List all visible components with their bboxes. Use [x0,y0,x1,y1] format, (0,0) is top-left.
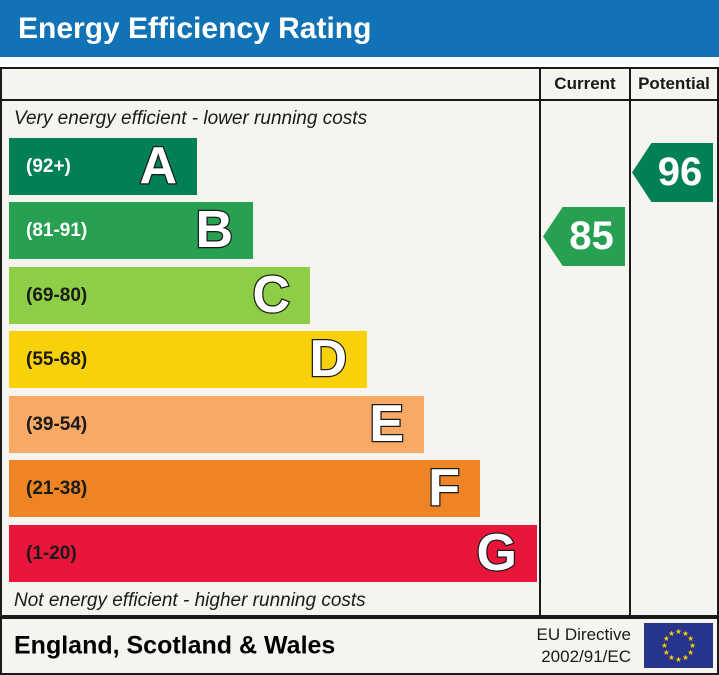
potential-rating-arrow: 96 [632,143,713,202]
svg-text:★: ★ [682,629,689,638]
bottom-note: Not energy efficient - higher running co… [14,590,366,611]
footer-bar: England, Scotland & Wales EU Directive 2… [0,617,719,675]
svg-text:★: ★ [663,634,670,643]
band-f: (21-38) F [9,458,480,518]
eu-flag-field [644,623,713,668]
band-b: (81-91) B [9,200,253,260]
band-f-letter: F [427,458,461,518]
rating-chart: Current Potential Very energy efficient … [0,67,719,617]
band-e: (39-54) E [9,394,424,454]
eu-flag-icon: ★ ★ ★ ★ ★ ★ ★ ★ ★ ★ ★ ★ [644,623,713,668]
band-c-range: (69-80) [26,284,88,306]
band-e-range: (39-54) [26,413,88,435]
band-g: (1-20) G [9,523,537,583]
svg-text:★: ★ [668,629,675,638]
band-a-range: (92+) [26,155,71,177]
svg-text:★: ★ [668,653,675,662]
svg-text:★: ★ [687,634,694,643]
eu-directive-label: EU Directive 2002/91/EC [537,624,631,668]
potential-rating-value: 96 [657,150,703,194]
header-divider [2,99,717,101]
svg-text:★: ★ [661,641,668,650]
column-header-potential: Potential [638,74,710,93]
eu-directive-line2: 2002/91/EC [541,647,631,666]
band-e-letter: E [368,394,405,454]
band-b-range: (81-91) [26,219,88,241]
top-note: Very energy efficient - lower running co… [14,108,368,129]
band-f-range: (21-38) [26,477,88,499]
band-g-letter: G [475,523,518,583]
eu-directive-line1: EU Directive [536,625,631,644]
svg-text:★: ★ [675,627,682,636]
band-g-range: (1-20) [26,542,77,564]
column-header-current: Current [554,74,616,93]
band-c: (69-80) C [9,265,310,325]
column-divider-current [539,69,541,615]
region-label: England, Scotland & Wales [14,631,336,660]
current-rating-value: 85 [569,214,614,258]
svg-text:★: ★ [675,655,682,664]
svg-text:★: ★ [682,653,689,662]
column-divider-potential [629,69,631,615]
current-rating-arrow: 85 [543,207,625,266]
band-d-range: (55-68) [26,348,88,370]
svg-text:★: ★ [663,648,670,657]
svg-text:★: ★ [689,641,696,650]
title-bar: Energy Efficiency Rating [0,0,719,57]
svg-text:★: ★ [687,648,694,657]
band-a: (92+) A [9,136,197,196]
band-a-letter: A [138,136,178,196]
page-title: Energy Efficiency Rating [18,11,372,45]
band-c-letter: C [251,265,291,325]
band-d-letter: D [308,329,348,389]
band-b-letter: B [194,200,234,260]
band-d: (55-68) D [9,329,367,389]
